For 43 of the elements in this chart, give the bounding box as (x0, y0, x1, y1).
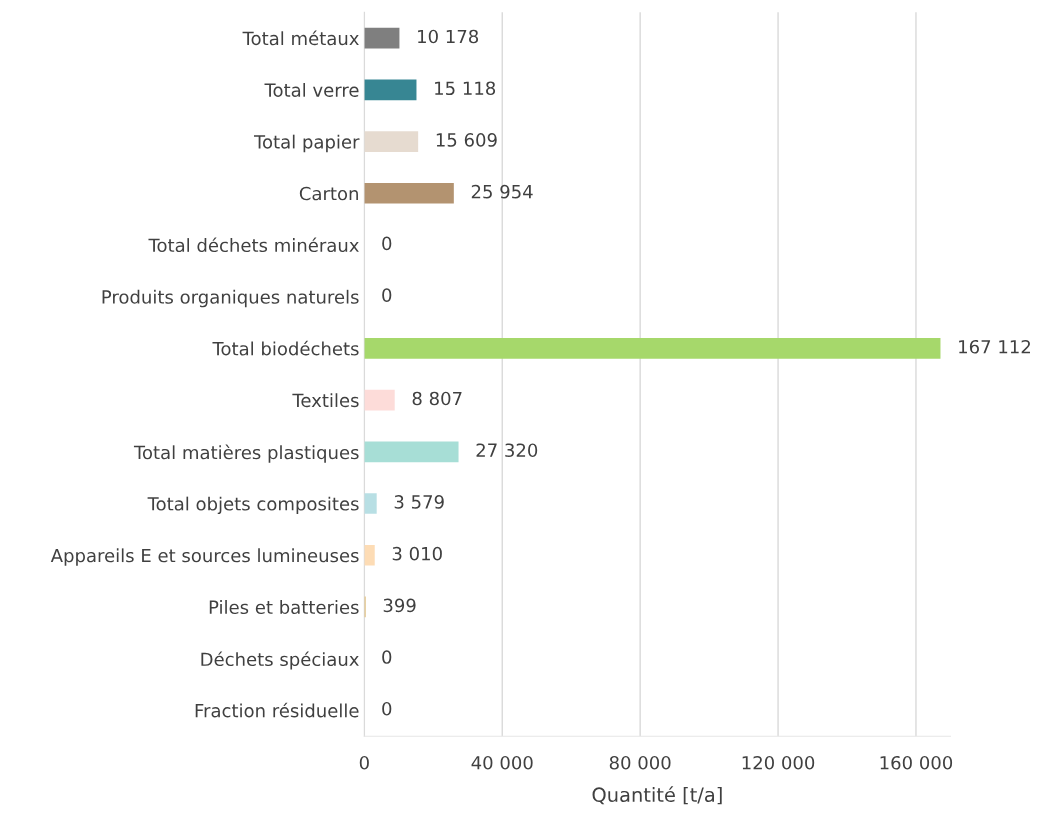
data-label: 3 579 (394, 495, 444, 509)
bar (364, 544, 375, 566)
y-tick-label: Total verre (264, 82, 359, 97)
data-label: 15 118 (435, 81, 496, 96)
bar (364, 182, 454, 204)
x-tick-label: 160 000 (880, 755, 953, 770)
y-tick-label: Piles et batteries (209, 600, 359, 615)
data-label: 10 178 (418, 29, 479, 44)
y-tick-label: Total biodéchets (212, 340, 359, 356)
x-tick-label: 0 (359, 755, 369, 770)
x-tick-label: 80 000 (609, 755, 671, 770)
y-tick-label: Total métaux (242, 30, 359, 46)
y-tick-label: Appareils E et sources lumineuses (50, 548, 359, 566)
bar (364, 27, 400, 49)
data-label: 15 609 (436, 133, 497, 147)
y-tick-label: Carton (299, 186, 358, 201)
y-tick-label: Total objets composites (147, 496, 359, 515)
bar (364, 131, 419, 152)
data-label: 167 112 (959, 339, 1030, 354)
bar (364, 79, 417, 101)
bar (364, 389, 395, 411)
y-tick-label: Fraction résiduelle (195, 702, 359, 718)
x-axis-title: Quantité [t/a] (592, 786, 722, 805)
data-label: 27 320 (476, 443, 538, 458)
x-tick-label: 120 000 (742, 755, 815, 770)
y-tick-label: Textiles (292, 393, 359, 408)
y-tick-label: Total matières plastiques (133, 444, 359, 463)
y-tick-label: Total déchets minéraux (148, 237, 359, 253)
data-label: 0 (382, 288, 392, 302)
bar (364, 338, 941, 359)
data-label: 25 954 (471, 184, 533, 199)
data-label: 0 (382, 650, 392, 664)
y-tick-label: Total papier (253, 134, 360, 153)
y-tick-label: Produits organiques naturels (102, 289, 359, 308)
data-label: 8 807 (412, 391, 462, 406)
x-tick-label: 40 000 (471, 755, 533, 770)
data-label: 0 (382, 701, 392, 716)
bar (364, 493, 377, 514)
bar (364, 441, 459, 463)
data-label: 3 010 (392, 546, 442, 561)
data-label: 399 (383, 598, 416, 613)
data-label: 0 (382, 236, 392, 251)
y-tick-label: Déchets spéciaux (201, 651, 359, 670)
